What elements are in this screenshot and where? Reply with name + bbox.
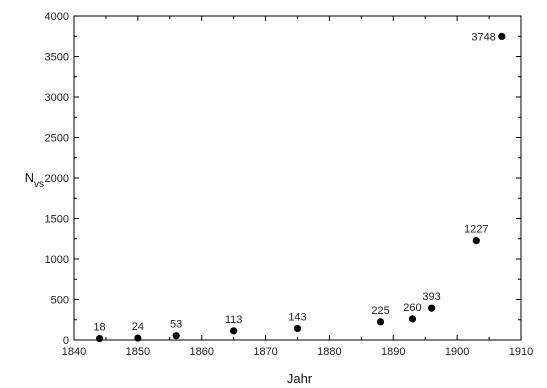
y-axis-title-main: N — [25, 170, 34, 185]
y-axis-ticks: 0 500 1000 1500 2000 2500 3000 3500 4000 — [45, 11, 521, 347]
data-label: 18 — [93, 322, 105, 334]
y-tick-label: 4000 — [45, 11, 69, 23]
data-point — [472, 237, 480, 245]
y-tick-label: 1500 — [45, 214, 69, 226]
x-tick-label: 1910 — [509, 346, 533, 358]
x-tick-label: 1870 — [253, 346, 277, 358]
x-tick-label: 1860 — [189, 346, 213, 358]
data-point — [376, 318, 385, 326]
x-tick-label: 1890 — [381, 346, 405, 358]
x-axis-ticks: 1840 1850 1860 1870 1880 1890 1900 1910 — [62, 16, 533, 358]
data-points — [95, 32, 506, 343]
data-label: 225 — [371, 305, 389, 317]
y-tick-label: 500 — [51, 295, 69, 307]
x-tick-label: 1880 — [317, 346, 341, 358]
data-label: 393 — [422, 291, 440, 303]
x-tick-label: 1840 — [62, 346, 86, 358]
data-point — [134, 334, 142, 342]
x-tick-label: 1900 — [445, 346, 469, 358]
data-label: 3748 — [471, 31, 495, 43]
data-point — [498, 32, 506, 41]
data-point — [172, 332, 180, 340]
y-tick-label: 2500 — [45, 133, 69, 145]
data-point — [230, 327, 238, 335]
data-point — [293, 324, 302, 333]
data-label: 24 — [132, 321, 144, 333]
data-label: 113 — [225, 314, 243, 326]
data-label: 260 — [403, 302, 421, 314]
x-tick-label: 1850 — [126, 346, 150, 358]
y-tick-label: 3000 — [45, 92, 69, 104]
y-tick-label: 0 — [63, 335, 69, 347]
plot-frame — [73, 15, 522, 341]
data-point — [408, 315, 417, 323]
y-tick-label: 1000 — [45, 254, 69, 266]
x-axis-title: Jahr — [287, 371, 313, 386]
data-point — [428, 304, 436, 312]
y-tick-label: 3500 — [45, 52, 69, 64]
data-label: 53 — [170, 319, 182, 331]
y-axis-title-subscript: vs — [34, 179, 44, 190]
y-axis-title: Nvs — [25, 170, 44, 190]
data-point — [95, 334, 104, 343]
y-tick-label: 2000 — [45, 173, 69, 185]
data-label: 1227 — [464, 224, 488, 236]
data-label: 143 — [288, 311, 306, 323]
